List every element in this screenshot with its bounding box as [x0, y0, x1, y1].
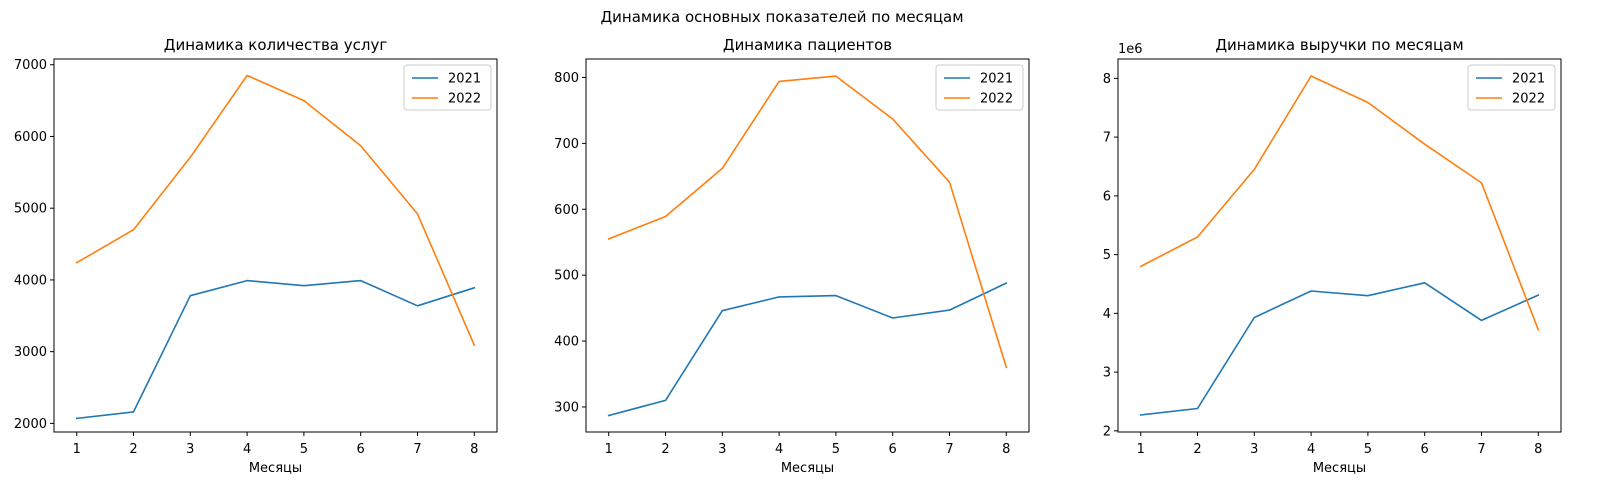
- plot-frame: [1117, 58, 1562, 433]
- x-tick-label: 4: [243, 442, 251, 457]
- series-line-2021: [75, 279, 476, 420]
- legend: 2021 2022: [1467, 64, 1556, 111]
- series-line-2021: [607, 282, 1008, 417]
- x-tick-label: 7: [413, 442, 421, 457]
- y-tick-label: 4000: [14, 273, 47, 288]
- y-tick-label: 3: [1103, 366, 1111, 381]
- x-tick-label: 1: [73, 442, 81, 457]
- y-tick-label: 5: [1103, 248, 1111, 263]
- chart-title: Динамика количества услуг: [164, 36, 388, 54]
- x-tick-label: 2: [1193, 442, 1201, 457]
- x-tick-label: 5: [300, 442, 308, 457]
- legend-label: 2021: [980, 72, 1013, 87]
- series-line-2021: [1139, 281, 1540, 416]
- y-tick-label: 700: [554, 137, 579, 152]
- y-tick-label: 7000: [14, 58, 47, 73]
- y-tick-label: 7: [1103, 131, 1111, 146]
- legend-label: 2022: [1512, 92, 1545, 107]
- x-tick-label: 6: [357, 442, 365, 457]
- x-tick-label: 3: [718, 442, 726, 457]
- x-tick-label: 7: [945, 442, 953, 457]
- y-tick-label: 3000: [14, 345, 47, 360]
- legend: 2021 2022: [403, 64, 492, 111]
- x-tick-label: 8: [470, 442, 478, 457]
- legend: 2021 2022: [935, 64, 1024, 111]
- x-tick-label: 1: [1137, 442, 1145, 457]
- series-line-2022: [607, 75, 1008, 369]
- chart-title: Динамика выручки по месяцам: [1215, 36, 1463, 54]
- y-tick-label: 300: [554, 400, 579, 415]
- legend-label: 2021: [448, 72, 481, 87]
- x-tick-label: 8: [1534, 442, 1542, 457]
- y-tick-label: 500: [554, 269, 579, 284]
- y-tick-label: 600: [554, 203, 579, 218]
- chart-panel-1: Динамика количества услуг 1 2 3 4 5 6 7 8 2000 300…: [14, 36, 498, 476]
- x-tick-label: 8: [1002, 442, 1010, 457]
- y-tick-label: 2000: [14, 417, 47, 432]
- x-tick-label: 5: [832, 442, 840, 457]
- plot-frame: [585, 58, 1030, 433]
- chart-panel-2: Динамика пациентов 1 2 3 4 5 6 7 8 300 400 500 600 70…: [554, 36, 1030, 476]
- x-tick-label: 5: [1364, 442, 1372, 457]
- x-axis-label: Месяцы: [249, 461, 302, 476]
- legend-label: 2021: [1512, 72, 1545, 87]
- x-tick-label: 6: [889, 442, 897, 457]
- y-tick-label: 8: [1103, 72, 1111, 87]
- x-tick-label: 4: [775, 442, 783, 457]
- y-tick-label: 800: [554, 71, 579, 86]
- x-tick-label: 6: [1421, 442, 1429, 457]
- y-tick-label: 6000: [14, 130, 47, 145]
- x-axis-label: Месяцы: [1313, 461, 1366, 476]
- x-tick-label: 3: [1250, 442, 1258, 457]
- y-tick-label: 400: [554, 335, 579, 350]
- plot-frame: [53, 58, 498, 433]
- chart-panel-3: Динамика выручки по месяцам 1 2 3 4 5 6 7 8 2 3 4 5 6…: [1103, 36, 1562, 476]
- x-tick-label: 2: [661, 442, 669, 457]
- series-line-2022: [75, 74, 476, 347]
- x-tick-label: 7: [1477, 442, 1485, 457]
- y-offset-label: 1e6: [1118, 42, 1143, 57]
- x-tick-label: 3: [186, 442, 194, 457]
- chart-title: Динамика пациентов: [723, 36, 892, 54]
- legend-label: 2022: [980, 92, 1013, 107]
- x-tick-label: 4: [1307, 442, 1315, 457]
- y-tick-label: 4: [1103, 307, 1111, 322]
- x-tick-label: 1: [605, 442, 613, 457]
- y-tick-label: 2: [1103, 424, 1111, 439]
- series-line-2022: [1139, 75, 1540, 331]
- x-axis-label: Месяцы: [781, 461, 834, 476]
- y-tick-label: 6: [1103, 189, 1111, 204]
- y-tick-label: 5000: [14, 202, 47, 217]
- legend-label: 2022: [448, 92, 481, 107]
- x-tick-label: 2: [129, 442, 137, 457]
- figure-suptitle: Динамика основных показателей по месяцам: [600, 8, 964, 26]
